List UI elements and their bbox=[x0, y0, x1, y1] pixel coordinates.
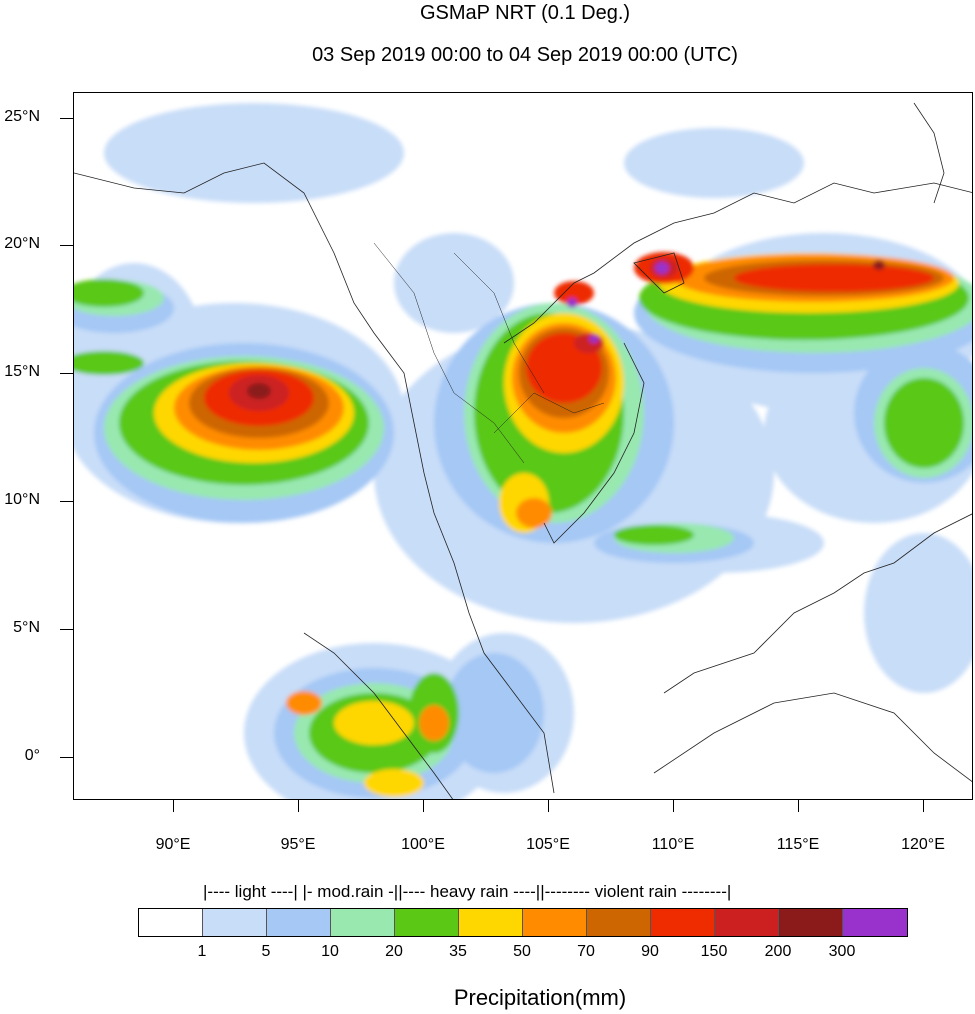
precipitation-field bbox=[74, 102, 972, 799]
longitude-label: 105°E bbox=[526, 836, 570, 853]
map-subtitle: 03 Sep 2019 00:00 to 04 Sep 2019 00:00 (… bbox=[312, 44, 738, 66]
longitude-label: 120°E bbox=[901, 836, 945, 853]
coastlines bbox=[74, 102, 972, 799]
colorbar-bin-label: 35 bbox=[449, 943, 467, 960]
colorbar-swatch bbox=[139, 909, 203, 936]
longitude-tick bbox=[423, 800, 424, 812]
colorbar-bin-label: 10 bbox=[321, 943, 339, 960]
latitude-tick bbox=[60, 117, 73, 119]
longitude-label: 90°E bbox=[155, 836, 191, 853]
colorbar-swatch bbox=[459, 909, 523, 936]
longitude-label: 100°E bbox=[401, 836, 445, 853]
latitude-tick bbox=[60, 373, 73, 375]
colorbar-bin-label: 90 bbox=[641, 943, 659, 960]
colorbar bbox=[138, 908, 908, 937]
latitude-tick bbox=[60, 500, 73, 502]
latitude-tick bbox=[60, 245, 73, 247]
longitude-tick bbox=[298, 800, 299, 812]
colorbar-bin-label: 200 bbox=[764, 943, 792, 960]
colorbar-swatch bbox=[523, 909, 587, 936]
colorbar-swatch bbox=[715, 909, 779, 936]
colorbar-swatch bbox=[267, 909, 331, 936]
longitude-tick bbox=[173, 800, 174, 812]
longitude-tick bbox=[548, 800, 549, 812]
longitude-label: 115°E bbox=[776, 836, 820, 853]
latitude-label: 10°N bbox=[4, 490, 40, 508]
rain-layer bbox=[74, 103, 972, 799]
longitude-tick bbox=[923, 800, 924, 812]
colorbar-swatch bbox=[203, 909, 267, 936]
latitude-tick bbox=[60, 628, 73, 630]
longitude-tick bbox=[798, 800, 799, 812]
colorbar-swatch bbox=[587, 909, 651, 936]
colorbar-title: Precipitation(mm) bbox=[453, 985, 627, 1010]
colorbar-bin-label: 300 bbox=[828, 943, 856, 960]
colorbar-bin-label: 1 bbox=[197, 943, 207, 960]
colorbar-bin-label: 50 bbox=[513, 943, 531, 960]
colorbar-swatch bbox=[395, 909, 459, 936]
legend-group-labels: |---- light ----| |- mod.rain -||---- he… bbox=[203, 882, 732, 901]
latitude-label: 20°N bbox=[4, 235, 40, 253]
colorbar-swatch bbox=[779, 909, 843, 936]
precipitation-map bbox=[73, 92, 973, 800]
colorbar-swatch bbox=[651, 909, 715, 936]
colorbar-bin-label: 150 bbox=[700, 943, 728, 960]
latitude-label: 0° bbox=[24, 746, 40, 764]
latitude-label: 15°N bbox=[4, 363, 40, 381]
latitude-label: 5°N bbox=[13, 618, 40, 636]
colorbar-swatch bbox=[843, 909, 907, 936]
map-title: GSMaP NRT (0.1 Deg.) bbox=[419, 2, 631, 24]
colorbar-bin-label: 20 bbox=[385, 943, 403, 960]
longitude-label: 110°E bbox=[651, 836, 695, 853]
colorbar-bin-label: 70 bbox=[577, 943, 595, 960]
latitude-tick bbox=[60, 756, 73, 758]
colorbar-bin-label: 5 bbox=[261, 943, 271, 960]
longitude-tick bbox=[673, 800, 674, 812]
longitude-label: 95°E bbox=[280, 836, 316, 853]
borders bbox=[373, 242, 605, 464]
colorbar-swatch bbox=[331, 909, 395, 936]
latitude-label: 25°N bbox=[4, 107, 40, 125]
